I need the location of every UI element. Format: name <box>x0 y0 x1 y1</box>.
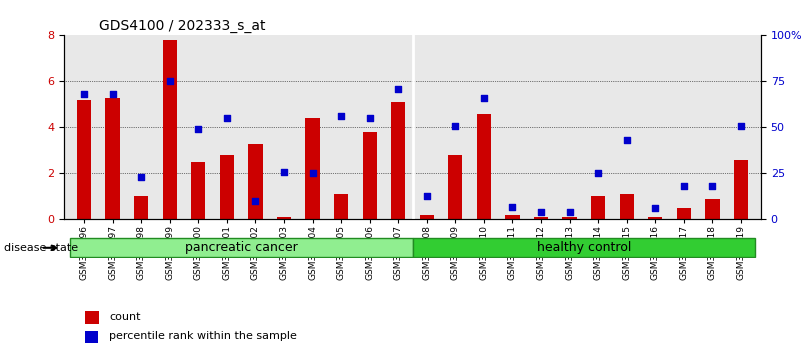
Bar <box>219 155 234 219</box>
Point <box>563 209 576 215</box>
Bar <box>677 208 691 219</box>
Text: healthy control: healthy control <box>537 241 631 254</box>
Bar <box>334 194 348 219</box>
Bar <box>363 132 376 219</box>
Point <box>78 91 91 97</box>
Bar <box>505 215 520 219</box>
Point <box>335 114 348 119</box>
Point <box>163 79 176 84</box>
Bar <box>534 217 548 219</box>
FancyBboxPatch shape <box>70 238 413 257</box>
Bar <box>391 102 405 219</box>
Bar <box>106 97 120 219</box>
Point <box>192 126 205 132</box>
Point <box>477 95 490 101</box>
Bar <box>191 162 205 219</box>
Bar <box>248 143 263 219</box>
Point <box>220 115 233 121</box>
Bar <box>420 215 434 219</box>
Bar <box>77 100 91 219</box>
Bar <box>85 311 99 324</box>
Point <box>506 204 519 210</box>
Point <box>706 183 718 189</box>
Bar <box>705 199 719 219</box>
Point <box>306 171 319 176</box>
Bar <box>620 194 634 219</box>
Text: percentile rank within the sample: percentile rank within the sample <box>110 331 297 341</box>
Bar <box>277 217 291 219</box>
Point <box>735 123 747 129</box>
Bar <box>648 217 662 219</box>
Text: disease state: disease state <box>4 243 78 253</box>
Point <box>449 123 461 129</box>
Point <box>135 174 147 180</box>
Bar <box>591 196 606 219</box>
Point <box>278 169 291 175</box>
Point <box>678 183 690 189</box>
Bar <box>305 118 320 219</box>
Text: count: count <box>110 312 141 322</box>
FancyBboxPatch shape <box>413 238 755 257</box>
Bar <box>85 331 98 343</box>
Point <box>620 137 633 143</box>
Point <box>364 115 376 121</box>
Text: GDS4100 / 202333_s_at: GDS4100 / 202333_s_at <box>99 19 265 33</box>
Bar <box>477 114 491 219</box>
Bar <box>562 217 577 219</box>
Point <box>534 209 547 215</box>
Text: pancreatic cancer: pancreatic cancer <box>185 241 297 254</box>
Point <box>649 206 662 211</box>
Bar <box>134 196 148 219</box>
Point <box>249 198 262 204</box>
Point <box>421 193 433 198</box>
Point <box>392 86 405 92</box>
Point <box>592 171 605 176</box>
Bar <box>449 155 462 219</box>
Point <box>107 91 119 97</box>
Bar <box>163 40 177 219</box>
Bar <box>734 160 748 219</box>
